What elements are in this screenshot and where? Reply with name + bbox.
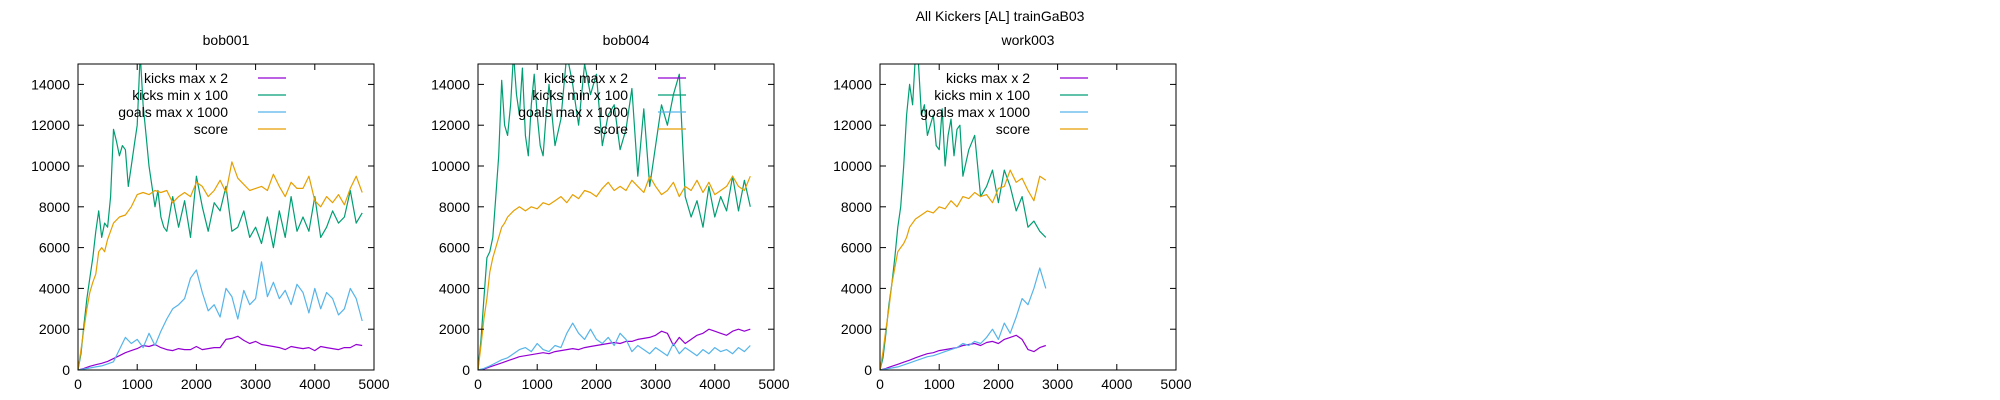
legend-label: kicks min x 100 (934, 87, 1030, 103)
x-tick-label: 0 (876, 376, 884, 392)
y-tick-label: 12000 (833, 117, 872, 133)
y-tick-label: 12000 (431, 117, 470, 133)
chart-panel-work003: work003 0 1000 2000 3000 4000 5000 0 2000 4000 600… (833, 32, 1192, 392)
series-line-1 (880, 334, 1046, 370)
series-line-1 (478, 328, 751, 370)
x-tick-label: 0 (474, 376, 482, 392)
series-line-2 (880, 64, 1047, 370)
legend-label: goals max x 1000 (118, 104, 228, 120)
y-tick-label: 2000 (841, 321, 872, 337)
legend-label: score (594, 121, 628, 137)
y-tick-label: 8000 (39, 199, 70, 215)
x-tick-label: 4000 (299, 376, 330, 392)
chart-panel-bob001: bob001 0 1000 2000 3000 4000 5000 0 2000 4000 6000… (31, 32, 390, 392)
y-tick-label: 2000 (439, 321, 470, 337)
y-tick-label: 10000 (31, 158, 70, 174)
x-tick-label: 2000 (983, 376, 1014, 392)
series-line-4 (78, 161, 363, 370)
series-group (478, 64, 751, 370)
series-line-2 (78, 64, 363, 370)
series-group (78, 64, 363, 370)
series-group (880, 64, 1047, 370)
y-tick-label: 12000 (31, 117, 70, 133)
y-tick-label: 14000 (833, 76, 872, 92)
y-tick-label: 14000 (31, 76, 70, 92)
y-tick-label: 4000 (841, 280, 872, 296)
legend-label: kicks min x 100 (532, 87, 628, 103)
y-tick-label: 0 (864, 362, 872, 378)
legend-label: kicks max x 2 (544, 70, 628, 86)
plot-frame (77, 63, 375, 371)
x-tick-label: 3000 (240, 376, 271, 392)
legend-label: kicks min x 100 (132, 87, 228, 103)
y-tick-label: 10000 (431, 158, 470, 174)
x-tick-label: 2000 (181, 376, 212, 392)
plot-frame (879, 63, 1177, 371)
panels: bob001 0 1000 2000 3000 4000 5000 0 2000 4000 6000… (31, 32, 1192, 392)
y-tick-label: 8000 (439, 199, 470, 215)
legend-label: kicks max x 2 (144, 70, 228, 86)
x-tick-label: 1000 (122, 376, 153, 392)
figure-title: All Kickers [AL] trainGaB03 (916, 8, 1085, 24)
series-line-3 (880, 267, 1047, 370)
panel-title: bob004 (603, 32, 650, 48)
series-line-1 (78, 335, 363, 370)
y-tick-label: 6000 (439, 240, 470, 256)
legend-label: goals max x 1000 (920, 104, 1030, 120)
y-tick-label: 0 (62, 362, 70, 378)
y-tick-label: 4000 (439, 280, 470, 296)
y-tick-label: 8000 (841, 199, 872, 215)
x-tick-label: 0 (74, 376, 82, 392)
legend-label: score (194, 121, 228, 137)
x-tick-label: 1000 (924, 376, 955, 392)
series-line-4 (880, 169, 1047, 370)
panel-title: work003 (1001, 32, 1055, 48)
x-tick-label: 1000 (522, 376, 553, 392)
x-tick-label: 2000 (581, 376, 612, 392)
x-tick-label: 5000 (358, 376, 389, 392)
series-line-3 (78, 261, 363, 370)
series-line-2 (478, 64, 751, 370)
x-tick-label: 3000 (640, 376, 671, 392)
x-tick-label: 4000 (699, 376, 730, 392)
y-tick-label: 0 (462, 362, 470, 378)
y-tick-label: 4000 (39, 280, 70, 296)
chart-panel-bob004: bob004 0 1000 2000 3000 4000 5000 0 2000 4000 6000… (431, 32, 790, 392)
panel-title: bob001 (203, 32, 250, 48)
x-tick-label: 4000 (1101, 376, 1132, 392)
x-tick-label: 3000 (1042, 376, 1073, 392)
y-tick-label: 6000 (841, 240, 872, 256)
legend-label: kicks max x 2 (946, 70, 1030, 86)
legend-label: score (996, 121, 1030, 137)
series-line-4 (478, 175, 751, 370)
x-tick-label: 5000 (758, 376, 789, 392)
y-tick-label: 6000 (39, 240, 70, 256)
series-line-3 (478, 322, 751, 370)
y-tick-label: 14000 (431, 76, 470, 92)
legend-label: goals max x 1000 (518, 104, 628, 120)
x-tick-label: 5000 (1160, 376, 1191, 392)
plot-frame (477, 63, 775, 371)
y-tick-label: 2000 (39, 321, 70, 337)
y-tick-label: 10000 (833, 158, 872, 174)
